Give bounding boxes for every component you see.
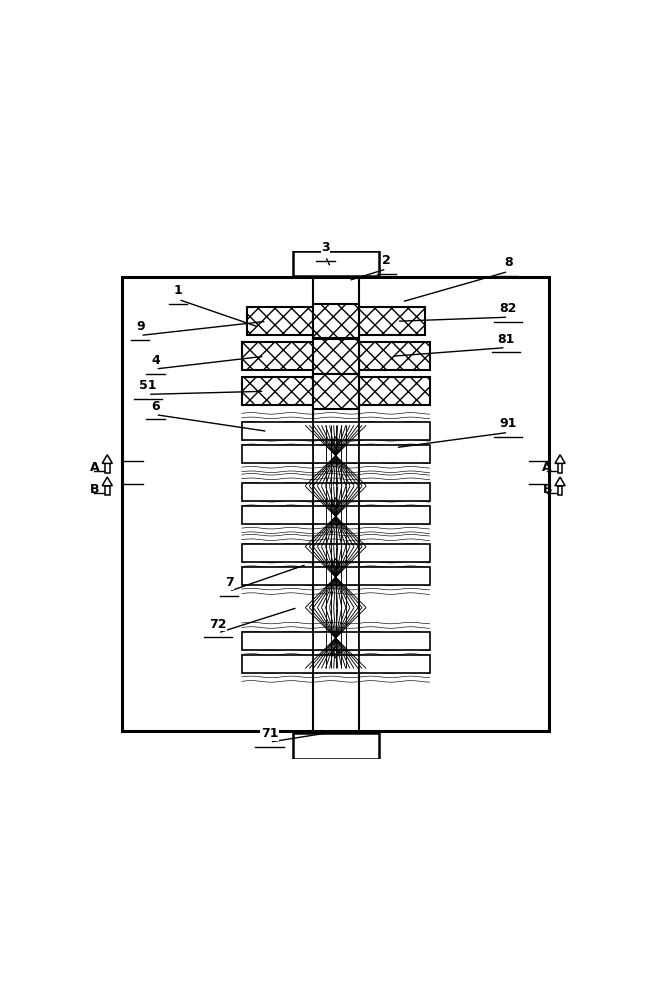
Bar — [247, 307, 313, 335]
Text: 6: 6 — [151, 400, 160, 413]
Bar — [313, 567, 358, 585]
Bar — [313, 506, 358, 524]
Bar — [313, 544, 358, 562]
Text: 3: 3 — [321, 241, 330, 254]
Bar — [358, 377, 430, 405]
Bar — [242, 445, 313, 463]
Bar — [313, 483, 358, 501]
Polygon shape — [102, 455, 113, 463]
Bar — [293, 733, 379, 759]
Bar — [358, 655, 430, 673]
Polygon shape — [555, 477, 565, 486]
Bar — [358, 307, 424, 335]
Bar — [242, 544, 313, 562]
Bar — [558, 486, 563, 495]
Text: 4: 4 — [151, 354, 160, 367]
Bar — [242, 377, 313, 405]
Bar — [242, 506, 313, 524]
Bar — [242, 632, 313, 650]
Text: 51: 51 — [139, 379, 157, 392]
Bar — [358, 632, 430, 650]
Bar — [358, 567, 430, 585]
Text: B: B — [90, 483, 99, 496]
Text: 81: 81 — [497, 333, 514, 346]
Polygon shape — [555, 455, 565, 463]
Text: A: A — [90, 461, 99, 474]
Bar — [313, 374, 358, 409]
Bar — [358, 422, 430, 440]
Text: 1: 1 — [174, 284, 183, 297]
Bar — [105, 463, 109, 473]
Text: A: A — [542, 461, 552, 474]
Text: 9: 9 — [136, 320, 145, 333]
Bar — [313, 445, 358, 463]
Bar — [242, 483, 313, 501]
Text: 71: 71 — [261, 727, 278, 740]
Bar — [358, 506, 430, 524]
Bar — [313, 339, 358, 374]
Bar — [242, 422, 313, 440]
Bar — [293, 251, 379, 276]
Bar — [358, 445, 430, 463]
Bar — [105, 486, 109, 495]
Bar — [313, 655, 358, 673]
Text: 82: 82 — [500, 302, 517, 315]
Bar — [558, 463, 563, 473]
Bar — [358, 342, 430, 370]
Bar — [242, 342, 313, 370]
Text: 72: 72 — [209, 618, 227, 631]
Bar — [358, 483, 430, 501]
Bar — [122, 277, 549, 731]
Bar — [313, 304, 358, 338]
Bar — [242, 567, 313, 585]
Bar — [242, 655, 313, 673]
Text: 8: 8 — [504, 256, 513, 269]
Text: B: B — [542, 483, 552, 496]
Bar — [313, 632, 358, 650]
Text: 7: 7 — [225, 576, 233, 589]
Bar — [313, 422, 358, 440]
Text: 2: 2 — [382, 254, 391, 267]
Text: 91: 91 — [500, 417, 517, 430]
Bar — [358, 544, 430, 562]
Polygon shape — [102, 477, 113, 486]
